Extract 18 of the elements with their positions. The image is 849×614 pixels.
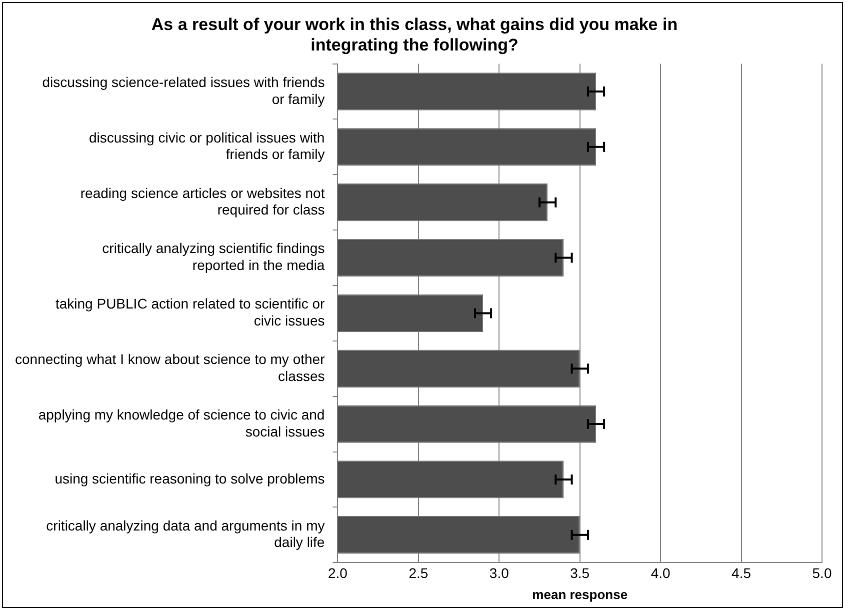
y-tick-label: discussing civic or political issues with friends or family [88,129,325,162]
x-tick-label: 4.0 [650,564,671,581]
y-tick-label: critically analyzing scientific findings reported in the media [102,240,325,274]
x-tick-label: 5.0 [812,564,832,581]
y-tick-label: reading science articles or websites not required for class [80,184,325,218]
x-tick-label: 2.0 [328,564,348,581]
x-tick-label: 3.0 [489,564,510,581]
x-tick-label: 3.5 [570,564,590,581]
y-tick-label: discussing science-related issues with friends or family [42,74,325,107]
y-tick-label: critically analyzing data and arguments in my daily life [46,517,325,550]
x-tick-label: 4.5 [732,564,752,581]
x-tick-label: 2.5 [408,564,428,581]
chart-title: As a result of your work in this class, what gains did you make in integrating the following? [151,14,678,54]
x-axis-title: mean response [532,586,628,602]
y-tick-label: connecting what I know about science to my other classes [14,351,326,384]
y-tick-label: taking PUBLIC action related to scientific or civic issues [55,296,326,328]
y-tick-label: using scientific reasoning to solve problems [54,470,325,486]
y-tick-label: applying my knowledge of science to civic and social issues [38,406,325,440]
